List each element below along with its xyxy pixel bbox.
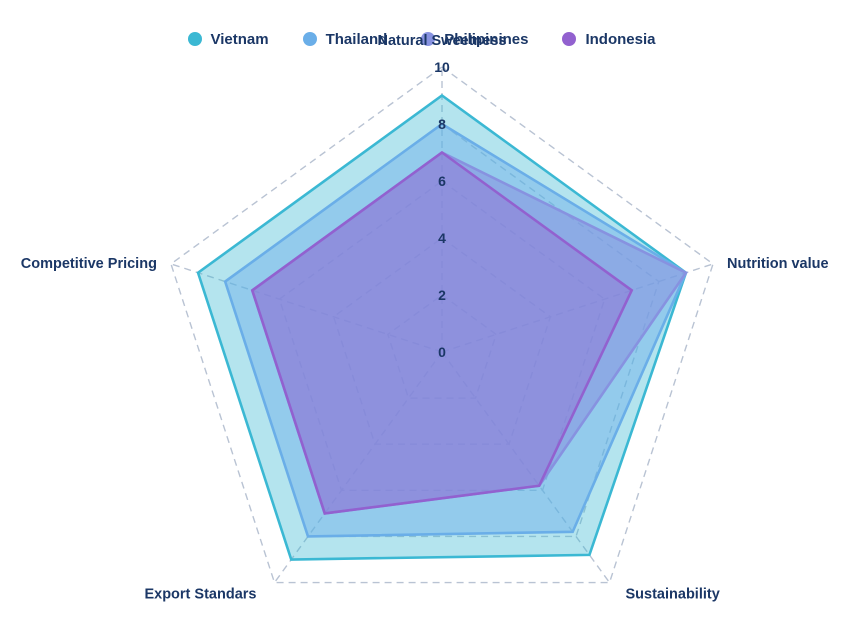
tick-label: 8 xyxy=(438,116,446,132)
legend-item-indonesia[interactable]: Indonesia xyxy=(562,31,655,48)
legend-item-thailand[interactable]: Thailand xyxy=(302,30,388,48)
tick-label: 4 xyxy=(438,230,446,246)
tick-label: 0 xyxy=(438,344,446,360)
legend-swatch xyxy=(562,32,577,46)
legend-item-vietnam[interactable]: Vietnam xyxy=(187,30,269,48)
tick-label: 10 xyxy=(434,59,450,75)
chart-legend: Vietnam Thailand Philipinines Indonesia xyxy=(0,28,843,50)
grid-ring xyxy=(170,66,714,584)
legend-label: Indonesia xyxy=(585,30,656,48)
tick-label: 6 xyxy=(438,173,446,189)
axis-label-natural-sweetness: Natural Sweetness xyxy=(378,33,507,49)
axis-label-nutrition-value: Nutrition value xyxy=(727,256,829,272)
axis-label-sustainability: Sustainability xyxy=(626,587,720,603)
axis-label-export-standars: Export Standars xyxy=(144,587,256,603)
legend-label: Vietnam xyxy=(210,30,269,48)
series-area-indonesia[interactable] xyxy=(250,150,634,515)
legend-swatch xyxy=(421,32,436,46)
legend-swatch xyxy=(302,32,317,46)
axis-label-competitive-pricing: Competitive Pricing xyxy=(21,256,157,272)
legend-swatch xyxy=(187,32,202,46)
legend-label: Philipinines xyxy=(444,30,529,48)
tick-label: 2 xyxy=(438,287,446,303)
legend-item-philipinines[interactable]: Philipinines xyxy=(421,31,528,48)
legend-label: Thailand xyxy=(325,30,388,48)
